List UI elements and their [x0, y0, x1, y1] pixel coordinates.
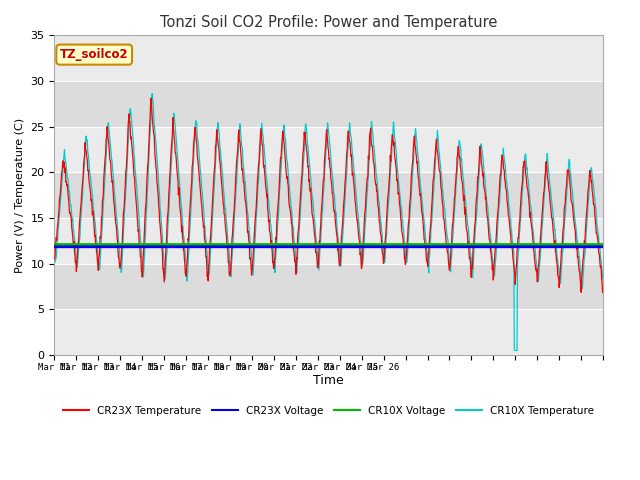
Legend: CR23X Temperature, CR23X Voltage, CR10X Voltage, CR10X Temperature: CR23X Temperature, CR23X Voltage, CR10X … — [59, 402, 598, 420]
Y-axis label: Power (V) / Temperature (C): Power (V) / Temperature (C) — [15, 118, 25, 273]
Bar — [54, 309, 603, 355]
Text: TZ_soilco2: TZ_soilco2 — [60, 48, 129, 61]
Bar — [54, 218, 603, 264]
Bar — [54, 172, 603, 218]
X-axis label: Time: Time — [314, 374, 344, 387]
Title: Tonzi Soil CO2 Profile: Power and Temperature: Tonzi Soil CO2 Profile: Power and Temper… — [160, 15, 497, 30]
Bar — [54, 36, 603, 81]
Bar — [54, 127, 603, 172]
Bar — [54, 81, 603, 127]
Bar — [54, 264, 603, 309]
